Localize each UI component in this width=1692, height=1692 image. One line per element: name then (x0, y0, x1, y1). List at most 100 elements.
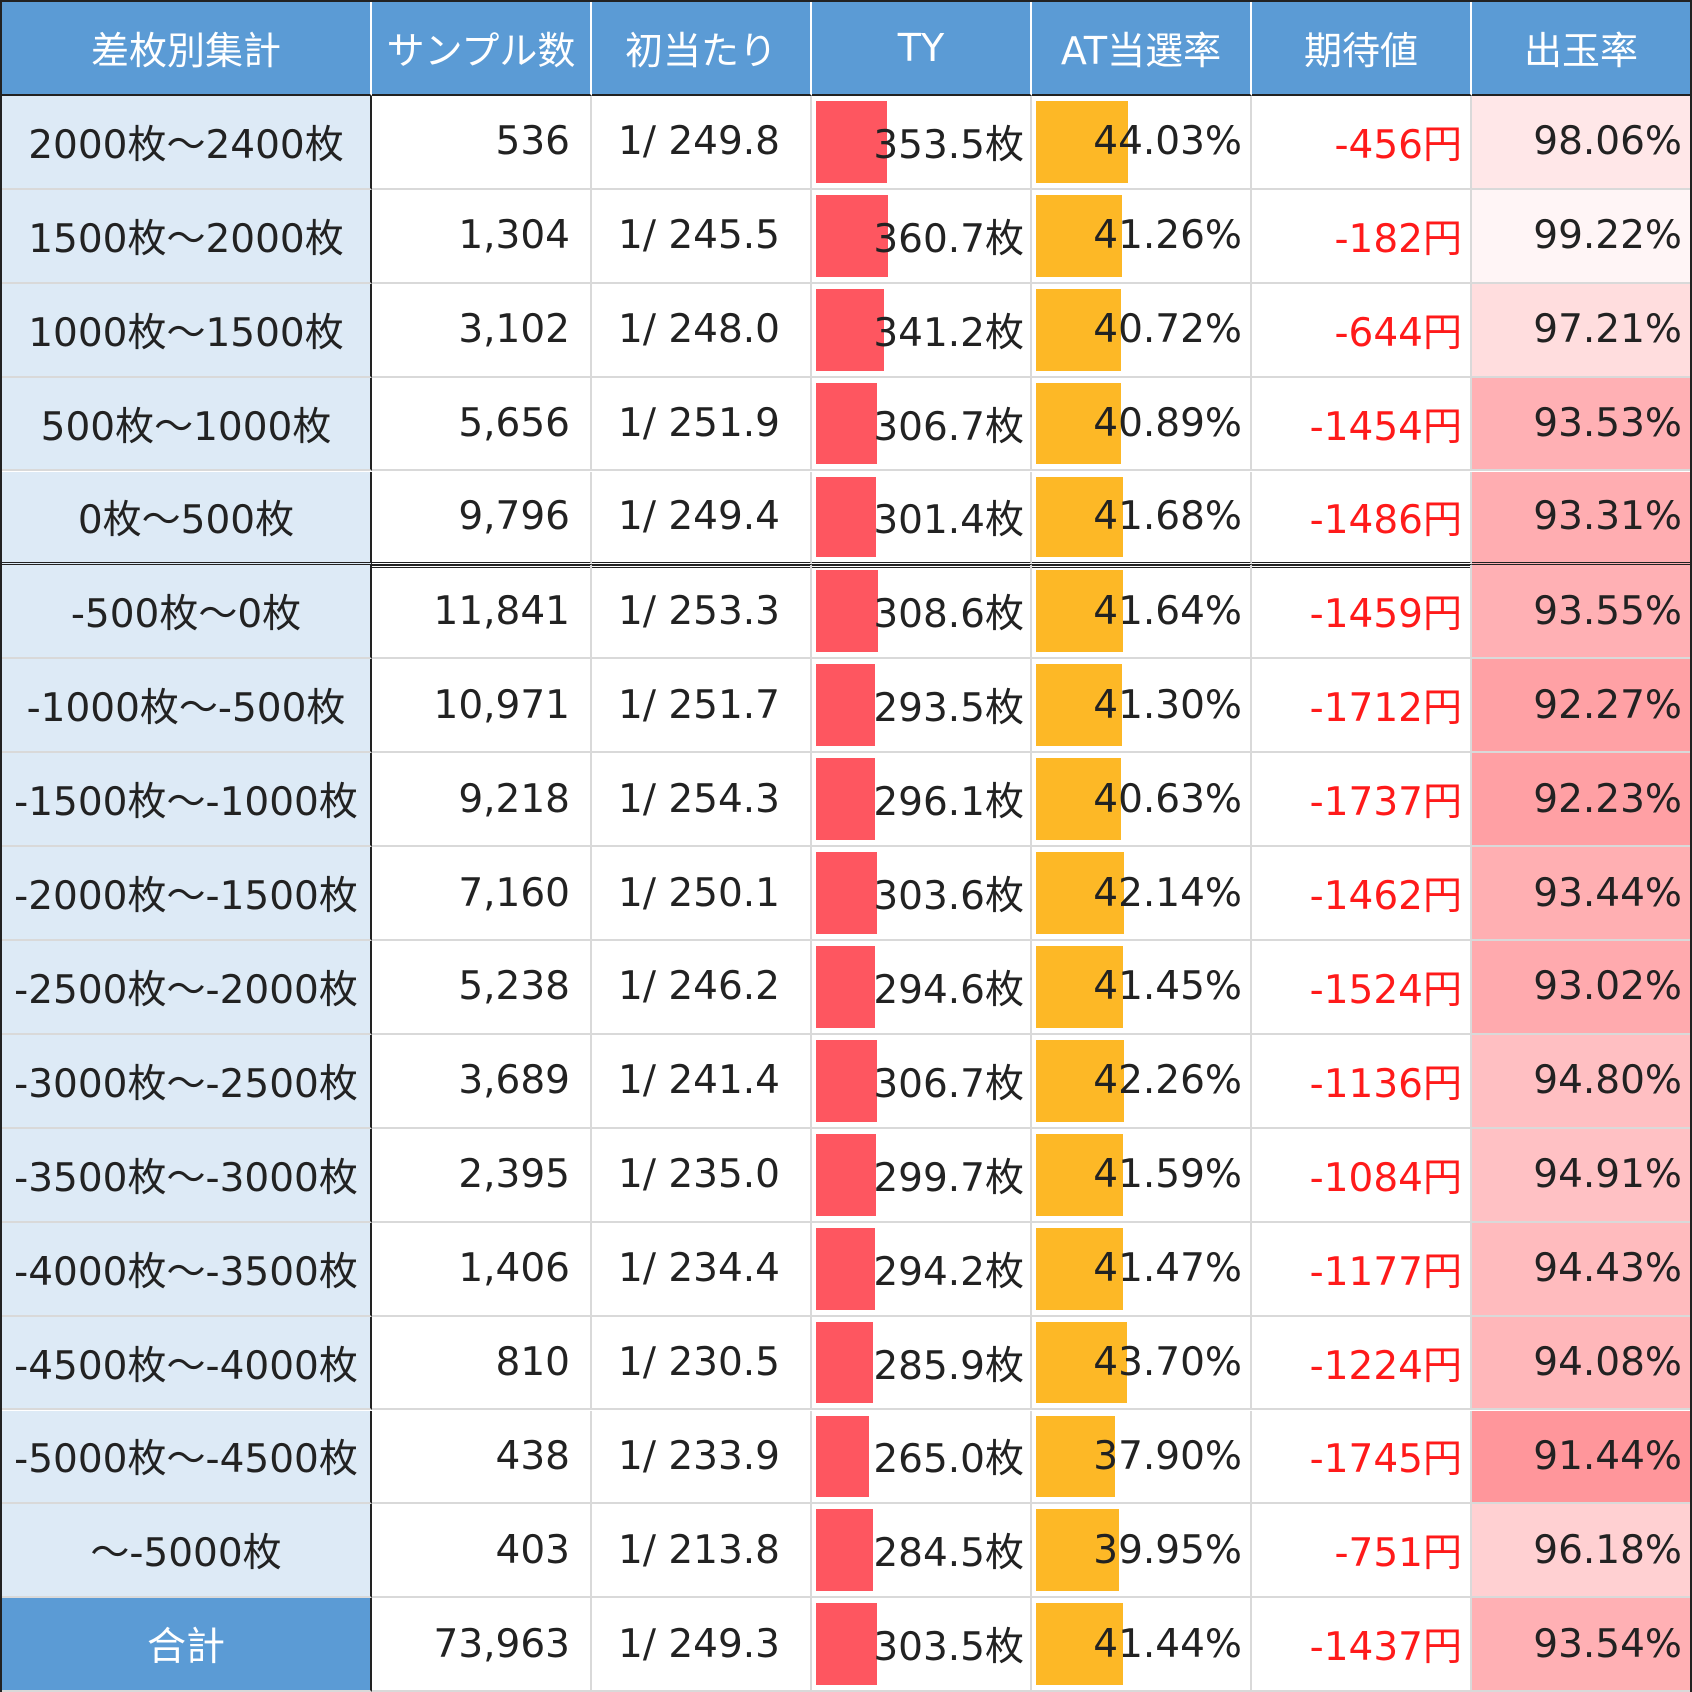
ty-bar (816, 288, 885, 371)
ty-cell: 296.1枚 (812, 753, 1032, 848)
ty-cell: 299.7枚 (812, 1128, 1032, 1223)
payout-value: 92.27% (1533, 682, 1682, 728)
at-rate-bar (1036, 946, 1123, 1028)
ty-value: 285.9枚 (873, 1343, 1024, 1389)
ev-value: -1712円 (1309, 686, 1462, 732)
payout-value: 99.22% (1533, 213, 1682, 259)
at-rate-cell: 41.30% (1032, 659, 1252, 754)
payout-cell: 92.23% (1472, 753, 1690, 848)
ev-value: -1224円 (1309, 1343, 1462, 1389)
ty-value: 294.6枚 (873, 967, 1024, 1013)
range-value: -1000枚～-500枚 (26, 686, 346, 732)
samples-cell: 9,796 (372, 471, 592, 566)
ty-cell: 303.5枚 (812, 1598, 1032, 1692)
range-cell: -3500枚～-3000枚 (2, 1128, 372, 1223)
range-cell: 0枚～500枚 (2, 471, 372, 566)
ev-cell: -1745円 (1252, 1410, 1472, 1505)
ty-value: 308.6枚 (873, 592, 1024, 638)
range-value: -4000枚～-3500枚 (14, 1249, 358, 1295)
column-header[interactable]: 期待値 (1252, 2, 1472, 96)
ty-cell: 294.2枚 (812, 1222, 1032, 1317)
payout-value: 97.21% (1533, 307, 1682, 353)
payout-value: 93.53% (1533, 401, 1682, 447)
at-rate-bar (1036, 758, 1121, 841)
at-rate-bar (1036, 382, 1122, 465)
table-row: -4000枚～-3500枚 1,406 1/ 234.4 294.2枚 41.47% -1… (2, 1222, 1690, 1317)
payout-value: 94.43% (1533, 1246, 1682, 1292)
first-hit-cell: 1/ 241.4 (592, 1034, 812, 1129)
samples-value: 536 (495, 119, 570, 165)
first-hit-cell: 1/ 248.0 (592, 283, 812, 378)
table-row: -1000枚～-500枚 10,971 1/ 251.7 293.5枚 41.30% -1… (2, 659, 1690, 754)
at-rate-value: 41.68% (1093, 494, 1242, 540)
at-rate-cell: 39.95% (1032, 1504, 1252, 1599)
table-row: -2000枚～-1500枚 7,160 1/ 250.1 303.6枚 42.14% -1… (2, 847, 1690, 941)
at-rate-bar (1036, 1133, 1123, 1216)
samples-cell: 536 (372, 95, 592, 190)
first-hit-value: 1/ 249.3 (618, 1621, 780, 1667)
range-value: 2000枚～2400枚 (28, 122, 344, 168)
table-row: -500枚～0枚 11,841 1/ 253.3 308.6枚 41.64% -1459円… (2, 565, 1690, 660)
first-hit-value: 1/ 249.4 (618, 494, 780, 540)
payout-value: 93.54% (1533, 1621, 1682, 1667)
ty-bar (816, 1415, 869, 1498)
table-row: -5000枚～-4500枚 438 1/ 233.9 265.0枚 37.90% -174… (2, 1410, 1690, 1505)
samples-value: 5,656 (458, 401, 570, 447)
ty-bar (816, 664, 875, 747)
column-header[interactable]: 差枚別集計 (2, 2, 372, 96)
payout-cell: 99.22% (1472, 189, 1690, 284)
first-hit-cell: 1/ 249.3 (592, 1598, 812, 1692)
column-header[interactable]: 初当たり (592, 2, 812, 96)
at-rate-bar (1036, 570, 1123, 653)
at-rate-value: 41.26% (1093, 213, 1242, 259)
ty-value: 284.5枚 (873, 1531, 1024, 1577)
ty-value: 265.0枚 (873, 1437, 1024, 1483)
ev-value: -1437円 (1309, 1625, 1462, 1671)
payout-cell: 94.91% (1472, 1128, 1690, 1223)
column-header[interactable]: サンプル数 (372, 2, 592, 96)
ty-cell: 353.5枚 (812, 95, 1032, 190)
ev-cell: -644円 (1252, 283, 1472, 378)
ty-bar (816, 1321, 874, 1404)
at-rate-value: 40.72% (1093, 307, 1242, 353)
at-rate-cell: 41.45% (1032, 941, 1252, 1035)
payout-cell: 94.80% (1472, 1034, 1690, 1129)
first-hit-cell: 1/ 234.4 (592, 1222, 812, 1317)
first-hit-value: 1/ 234.4 (618, 1246, 780, 1292)
range-value: -500枚～0枚 (70, 592, 302, 638)
at-rate-value: 40.63% (1093, 776, 1242, 822)
table-row: -3000枚～-2500枚 3,689 1/ 241.4 306.7枚 42.26% -1… (2, 1034, 1690, 1129)
column-header[interactable]: TY (812, 2, 1032, 96)
range-value: -1500枚～-1000枚 (14, 780, 358, 826)
payout-cell: 93.44% (1472, 847, 1690, 941)
payout-value: 94.91% (1533, 1152, 1682, 1198)
at-rate-value: 42.26% (1093, 1058, 1242, 1104)
ev-cell: -456円 (1252, 95, 1472, 190)
ev-value: -1459円 (1309, 592, 1462, 638)
payout-cell: 92.27% (1472, 659, 1690, 754)
column-header[interactable]: 出玉率 (1472, 2, 1690, 96)
ev-value: -644円 (1334, 310, 1462, 356)
table-row: 1000枚～1500枚 3,102 1/ 248.0 341.2枚 40.72% -644… (2, 283, 1690, 378)
table-row: -1500枚～-1000枚 9,218 1/ 254.3 296.1枚 40.63% -1… (2, 753, 1690, 848)
ev-cell: -1712円 (1252, 659, 1472, 754)
first-hit-value: 1/ 241.4 (618, 1058, 780, 1104)
ty-bar (816, 194, 888, 277)
payout-cell: 94.43% (1472, 1222, 1690, 1317)
at-rate-cell: 40.63% (1032, 753, 1252, 848)
first-hit-value: 1/ 235.0 (618, 1152, 780, 1198)
range-value: 0枚～500枚 (77, 497, 295, 543)
at-rate-cell: 42.14% (1032, 847, 1252, 941)
samples-cell: 5,238 (372, 941, 592, 1035)
ty-bar (816, 570, 878, 653)
at-rate-cell: 41.26% (1032, 189, 1252, 284)
samples-value: 438 (495, 1433, 570, 1479)
first-hit-cell: 1/ 251.9 (592, 377, 812, 472)
ty-value: 293.5枚 (873, 686, 1024, 732)
first-hit-cell: 1/ 235.0 (592, 1128, 812, 1223)
payout-value: 93.44% (1533, 870, 1682, 916)
ty-cell: 341.2枚 (812, 283, 1032, 378)
at-rate-bar (1036, 1321, 1128, 1404)
payout-cell: 94.08% (1472, 1316, 1690, 1411)
column-header[interactable]: AT当選率 (1032, 2, 1252, 96)
